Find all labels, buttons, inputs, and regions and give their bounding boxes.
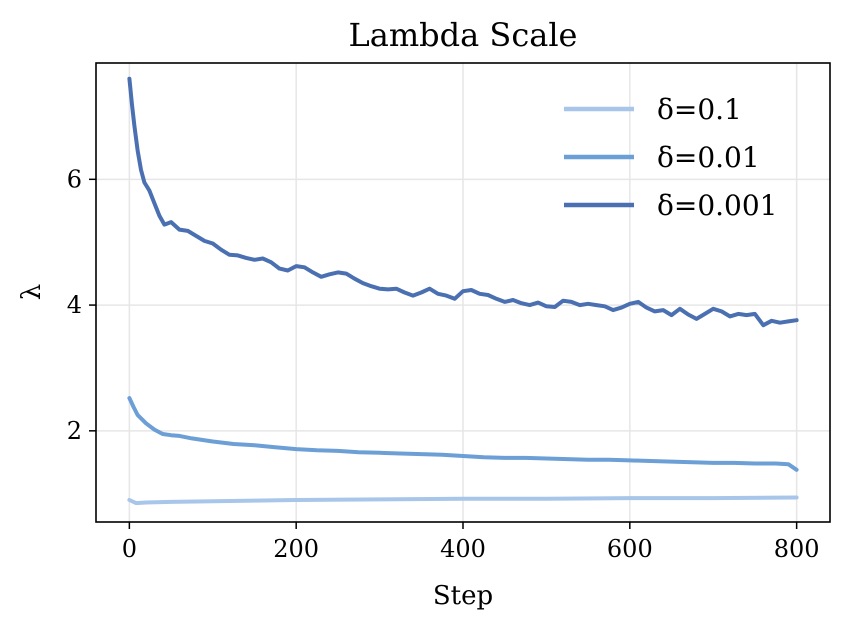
series-line-2 bbox=[127, 396, 799, 472]
y-tick-label: 6 bbox=[67, 165, 82, 193]
legend-label-1: δ=0.1 bbox=[657, 93, 742, 126]
x-tick-label: 0 bbox=[122, 535, 137, 563]
legend-label-3: δ=0.001 bbox=[657, 189, 777, 222]
x-tick-label: 200 bbox=[273, 535, 319, 563]
y-tick-label: 2 bbox=[67, 417, 82, 445]
axis-ticks: 0 200 400 600 800 2 4 6 bbox=[67, 165, 820, 563]
legend-label-2: δ=0.01 bbox=[657, 141, 760, 174]
y-axis-label: λ bbox=[17, 284, 47, 300]
x-tick-label: 400 bbox=[440, 535, 486, 563]
legend: δ=0.1 δ=0.01 δ=0.001 bbox=[564, 93, 777, 222]
chart-title: Lambda Scale bbox=[349, 16, 578, 54]
x-tick-label: 800 bbox=[774, 535, 820, 563]
grid bbox=[96, 63, 830, 522]
x-tick-label: 600 bbox=[607, 535, 653, 563]
series-lines bbox=[127, 76, 799, 506]
x-axis-label: Step bbox=[433, 581, 493, 611]
y-tick-label: 4 bbox=[67, 291, 82, 319]
series-line-1 bbox=[127, 495, 799, 506]
series-line-3 bbox=[127, 76, 799, 328]
